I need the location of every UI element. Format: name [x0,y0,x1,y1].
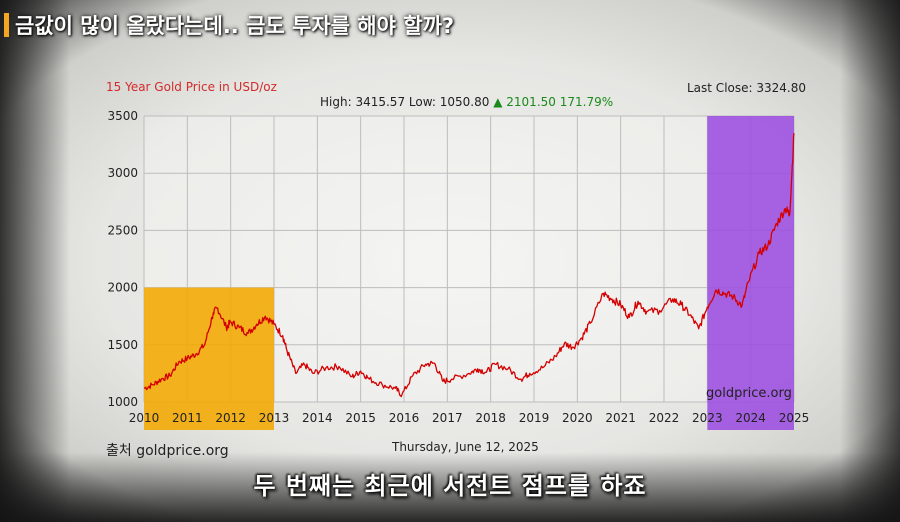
chart-watermark: goldprice.org [706,386,792,401]
x-tick-label: 2013 [259,411,290,425]
x-tick-label: 2012 [215,411,246,425]
x-tick-label: 2010 [129,411,160,425]
x-tick-label: 2017 [432,411,463,425]
x-tick-label: 2018 [475,411,506,425]
change-up-icon: ▲ [493,95,503,109]
last-close-label: Last Close: [687,81,753,95]
x-tick-label: 2015 [345,411,376,425]
video-subtitle: 두 번째는 최근에 서전트 점프를 하죠 [253,472,647,500]
x-tick-label: 2020 [562,411,593,425]
x-tick-label: 2019 [519,411,550,425]
grunge-left [0,0,70,522]
high-value: 3415.57 [355,95,406,109]
chart-title: 15 Year Gold Price in USD/oz [106,80,277,94]
y-tick-label: 2000 [107,281,138,295]
low-label: Low: [408,95,436,109]
y-tick-label: 3000 [107,166,138,180]
headline-accent-bar [4,13,9,37]
y-tick-label: 3500 [107,109,138,123]
chart-date: Thursday, June 12, 2025 [392,440,539,454]
y-tick-label: 1500 [107,338,138,352]
x-tick-label: 2014 [302,411,333,425]
source-credit: 출처 goldprice.org [106,443,229,459]
x-tick-label: 2023 [692,411,723,425]
grunge-right [840,0,900,522]
x-tick-label: 2025 [779,411,810,425]
y-tick-label: 1000 [107,395,138,409]
x-tick-label: 2021 [605,411,636,425]
x-tick-label: 2011 [172,411,203,425]
grunge-bottom [0,452,900,522]
change-value: 2101.50 [506,95,556,109]
x-tick-label: 2016 [389,411,420,425]
x-tick-label: 2022 [649,411,680,425]
change-percent: 171.79% [559,95,614,109]
x-tick-label: 2024 [735,411,766,425]
price-stats: High: 3415.57 Low: 1050.80 ▲ 2101.50 171… [320,95,613,109]
gold-price-line [143,133,795,398]
highlight-region-1 [144,287,274,430]
headline-text: 금값이 많이 올랐다는데.. 금도 투자를 해야 할까? [15,14,455,38]
y-tick-label: 2500 [107,223,138,237]
low-value: 1050.80 [439,95,490,109]
last-close-value: 3324.80 [756,81,806,95]
last-close: Last Close: 3324.80 [687,81,806,95]
high-label: High: [320,95,352,109]
headline: 금값이 많이 올랐다는데.. 금도 투자를 해야 할까? [4,10,454,40]
